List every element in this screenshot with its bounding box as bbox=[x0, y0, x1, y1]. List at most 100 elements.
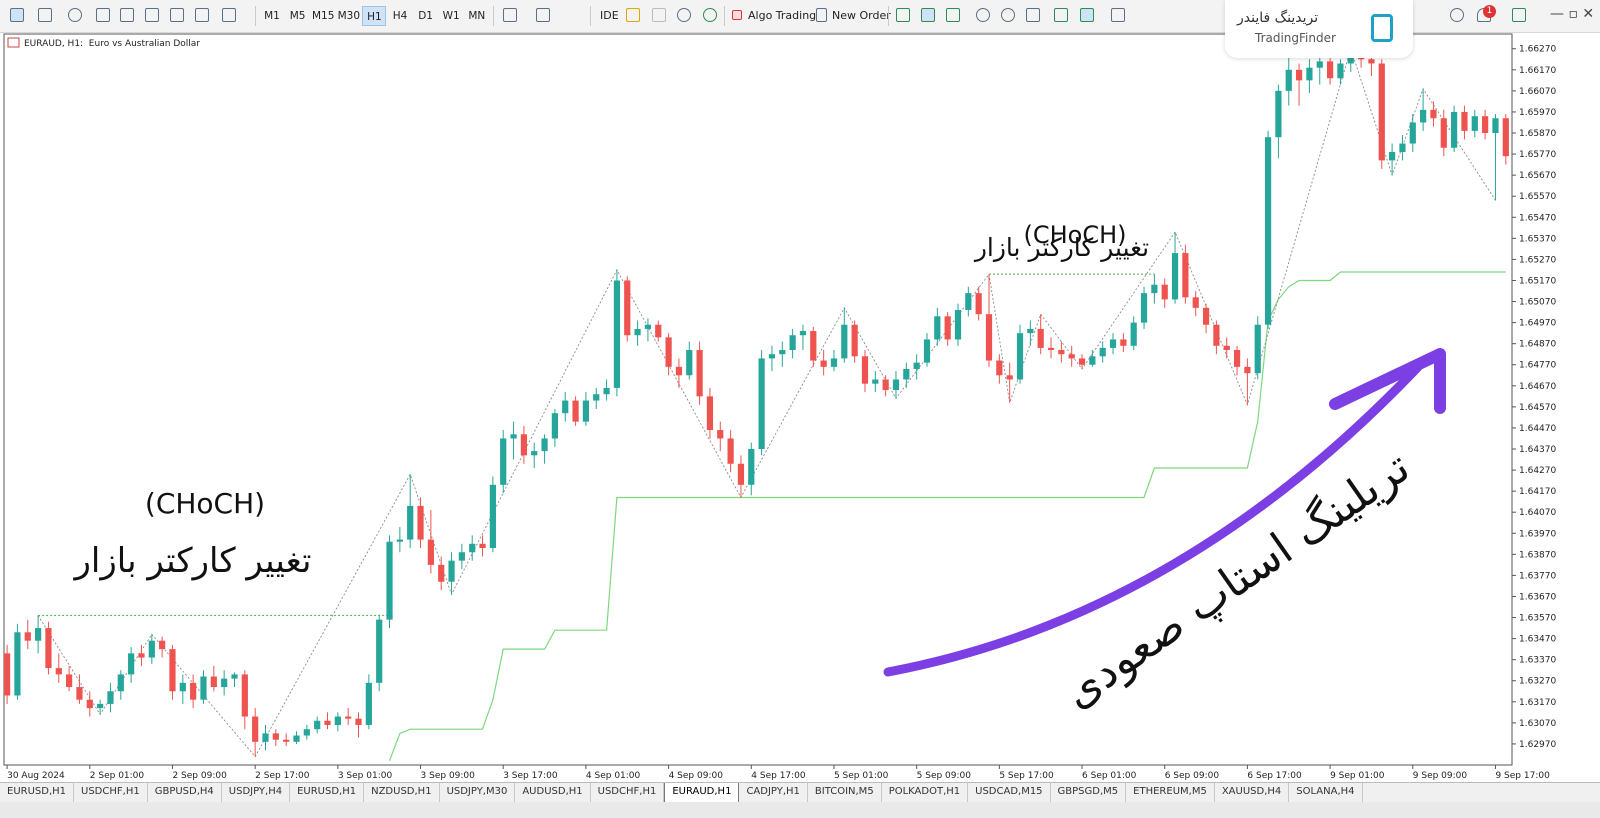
symbol-tab[interactable]: EURAUD,H1 bbox=[664, 783, 740, 803]
candle-body bbox=[810, 331, 817, 361]
candle-body bbox=[1109, 339, 1117, 348]
candle-body bbox=[200, 676, 207, 700]
symbol-tab[interactable]: CADJPY,H1 bbox=[739, 783, 808, 802]
indicators[interactable] bbox=[536, 8, 550, 22]
vps-icon[interactable] bbox=[703, 8, 717, 22]
candle-body bbox=[737, 463, 745, 485]
candle-body bbox=[1244, 366, 1251, 374]
x-tick-label: 3 Sep 01:00 bbox=[338, 771, 393, 781]
candle-body bbox=[24, 632, 31, 641]
annotation: (CHoCH) bbox=[145, 487, 265, 520]
y-tick-label: 1.64570 bbox=[1519, 403, 1556, 413]
cloud-icon[interactable] bbox=[677, 8, 691, 22]
candle-body bbox=[1016, 333, 1024, 380]
symbol-tab[interactable]: GBPSGD,M5 bbox=[1051, 783, 1127, 802]
candle-body bbox=[469, 543, 476, 553]
channel-tool[interactable] bbox=[145, 8, 159, 22]
candle-body bbox=[985, 314, 993, 361]
candle-body bbox=[1409, 122, 1416, 144]
new-order-button[interactable]: New Order bbox=[832, 9, 891, 22]
symbol-tab[interactable]: USDJPY,M30 bbox=[440, 783, 516, 802]
symbol-tab[interactable]: NZDUSD,H1 bbox=[364, 783, 440, 802]
symbol-tab[interactable]: XAUUSD,H4 bbox=[1215, 783, 1290, 802]
shapes-tool[interactable] bbox=[222, 8, 236, 22]
bar-chart[interactable] bbox=[896, 8, 910, 22]
algo-trading-button[interactable]: Algo Trading bbox=[748, 9, 817, 22]
symbol-tab[interactable]: AUDUSD,H1 bbox=[515, 783, 591, 802]
candle-body bbox=[675, 366, 683, 376]
screenshot[interactable] bbox=[1111, 8, 1125, 22]
zoom-out[interactable] bbox=[1001, 8, 1015, 22]
candle-body bbox=[128, 653, 135, 675]
y-tick-label: 1.63270 bbox=[1519, 677, 1556, 687]
ide-button[interactable]: IDE bbox=[600, 9, 619, 22]
zoom-in[interactable] bbox=[976, 8, 990, 22]
candle-body bbox=[1420, 109, 1427, 123]
timeframe-button[interactable]: H1 bbox=[362, 6, 387, 26]
candle-body bbox=[1316, 61, 1323, 68]
symbol-tab[interactable]: SOLANA,H4 bbox=[1289, 783, 1363, 802]
candle-body bbox=[427, 539, 434, 565]
symbol-tab[interactable]: EURUSD,H1 bbox=[0, 783, 75, 802]
line-chart[interactable] bbox=[946, 8, 960, 22]
candle-body bbox=[1078, 358, 1086, 365]
lock-icon[interactable] bbox=[626, 8, 640, 22]
candle-chart[interactable] bbox=[921, 8, 935, 22]
cursor-tool[interactable] bbox=[10, 8, 24, 22]
timeframe-button[interactable]: M5 bbox=[289, 10, 306, 22]
separator bbox=[255, 6, 256, 26]
algo-icon[interactable] bbox=[732, 10, 742, 20]
crosshair-tool[interactable] bbox=[38, 8, 52, 22]
separator bbox=[493, 6, 494, 26]
y-tick-label: 1.66070 bbox=[1519, 87, 1556, 97]
order-icon[interactable] bbox=[816, 8, 827, 22]
timeframe-button[interactable]: M30 bbox=[337, 10, 360, 22]
candle-body bbox=[14, 632, 21, 696]
timeframe-button[interactable]: M15 bbox=[311, 10, 335, 22]
annotation: تغییر کارکتر بازار bbox=[973, 233, 1149, 262]
symbol-tab[interactable]: GBPUSD,H4 bbox=[148, 783, 222, 802]
candle-body bbox=[345, 716, 352, 719]
timeframe-button[interactable]: M1 bbox=[264, 10, 280, 22]
x-tick-label: 30 Aug 2024 bbox=[7, 771, 65, 781]
symbol-tab[interactable]: USDCAD,M15 bbox=[968, 783, 1051, 802]
fibo-tool[interactable] bbox=[170, 8, 184, 22]
text-tool[interactable] bbox=[195, 8, 209, 22]
candle-body bbox=[1389, 151, 1396, 161]
symbol-tab[interactable]: BITCOIN,M5 bbox=[808, 783, 882, 802]
timeframe-button[interactable]: D1 bbox=[418, 10, 433, 22]
y-tick-label: 1.63070 bbox=[1519, 719, 1556, 729]
scroll[interactable] bbox=[1054, 8, 1068, 22]
candle-body bbox=[252, 716, 259, 742]
candle-body bbox=[138, 653, 145, 658]
symbol-tab[interactable]: POLKADOT,H1 bbox=[882, 783, 969, 802]
symbol-tab[interactable]: EURUSD,H1 bbox=[290, 783, 365, 802]
chart-type[interactable] bbox=[503, 8, 517, 22]
symbol-tab[interactable]: ETHEREUM,M5 bbox=[1126, 783, 1215, 802]
search[interactable] bbox=[1450, 8, 1464, 22]
candle-body bbox=[210, 676, 217, 688]
hline-tool[interactable] bbox=[96, 8, 110, 22]
timeframe-button[interactable]: W1 bbox=[442, 10, 460, 22]
candle-body bbox=[1037, 328, 1044, 348]
window-controls[interactable]: — ▫ ✕ bbox=[1550, 6, 1595, 22]
timeframe-button[interactable]: MN bbox=[468, 10, 486, 22]
symbol-tab[interactable]: USDCHF,H1 bbox=[74, 783, 148, 802]
shift[interactable] bbox=[1080, 8, 1094, 22]
signal-icon[interactable] bbox=[652, 8, 666, 22]
symbol-tab[interactable]: USDJPY,H4 bbox=[222, 783, 291, 802]
trend-tool[interactable] bbox=[120, 8, 134, 22]
candle-body bbox=[551, 413, 559, 439]
line-tool[interactable] bbox=[68, 8, 82, 22]
timeframe-button[interactable]: H4 bbox=[392, 10, 408, 22]
separator bbox=[590, 6, 591, 26]
tile[interactable] bbox=[1026, 8, 1040, 22]
symbol-tab[interactable]: USDCHF,H1 bbox=[591, 783, 665, 802]
y-tick-label: 1.66170 bbox=[1519, 66, 1556, 76]
candle-body bbox=[531, 451, 538, 456]
candle-body bbox=[241, 674, 248, 717]
chart-title: EURAUD, H1: Euro vs Australian Dollar bbox=[24, 39, 200, 49]
y-tick-label: 1.64470 bbox=[1519, 424, 1556, 434]
candle-body bbox=[572, 400, 579, 422]
